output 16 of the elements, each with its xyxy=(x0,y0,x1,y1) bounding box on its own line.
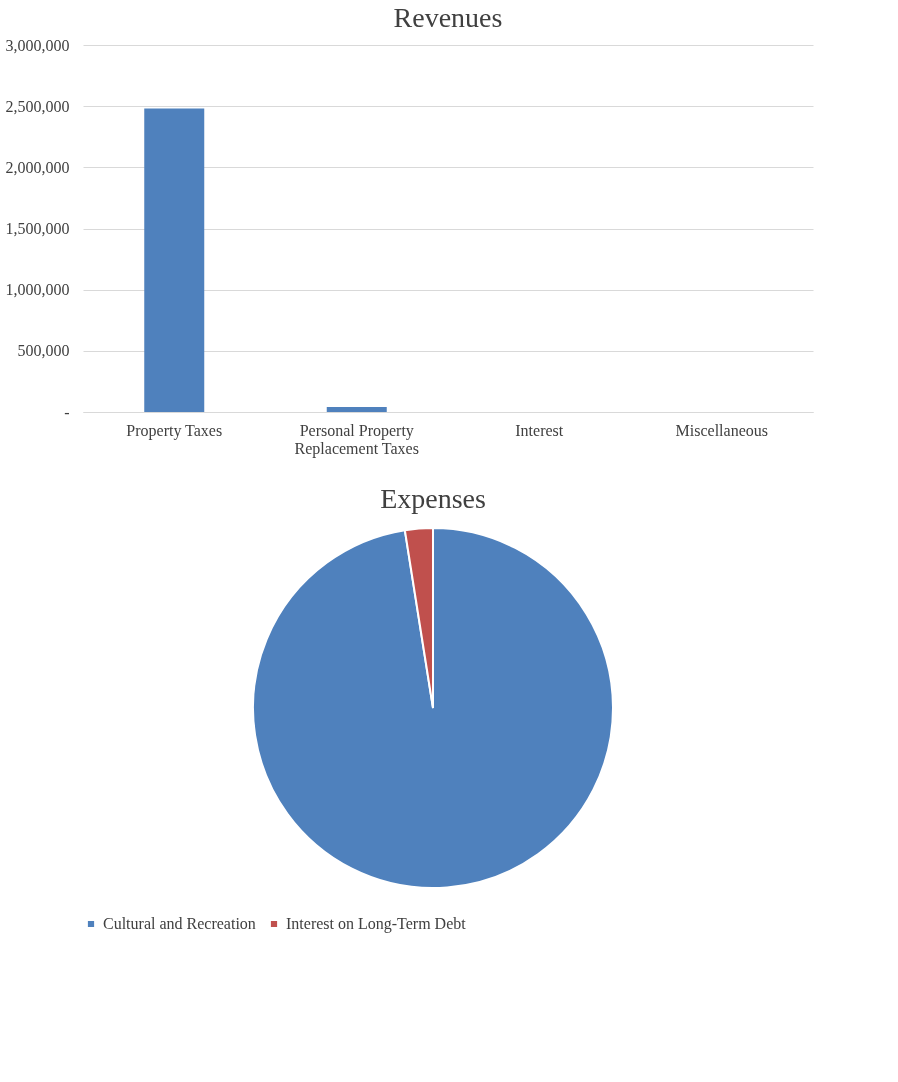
chart-title: Revenues xyxy=(393,2,503,33)
y-tick-label: 1,000,000 xyxy=(5,281,70,299)
chart-title: Expenses xyxy=(380,483,486,514)
y-tick-label: 500,000 xyxy=(17,342,70,360)
x-tick-label: Property Taxes xyxy=(126,421,223,440)
x-tick-label: Miscellaneous xyxy=(675,421,768,439)
x-tick-label: Interest xyxy=(515,421,564,439)
y-tick-label: 3,000,000 xyxy=(5,36,70,54)
y-tick-label: 2,500,000 xyxy=(5,97,70,115)
pie-slice xyxy=(252,527,614,889)
y-tick-label: 1,500,000 xyxy=(5,220,70,237)
y-tick-label: 2,000,000 xyxy=(5,158,70,176)
x-tick-label: Personal Property Replacement Taxes xyxy=(294,421,419,458)
y-tick-label: - xyxy=(64,403,70,421)
legend-label: Cultural and Recreation xyxy=(103,915,256,932)
legend-label: Interest on Long-Term Debt xyxy=(286,915,467,933)
